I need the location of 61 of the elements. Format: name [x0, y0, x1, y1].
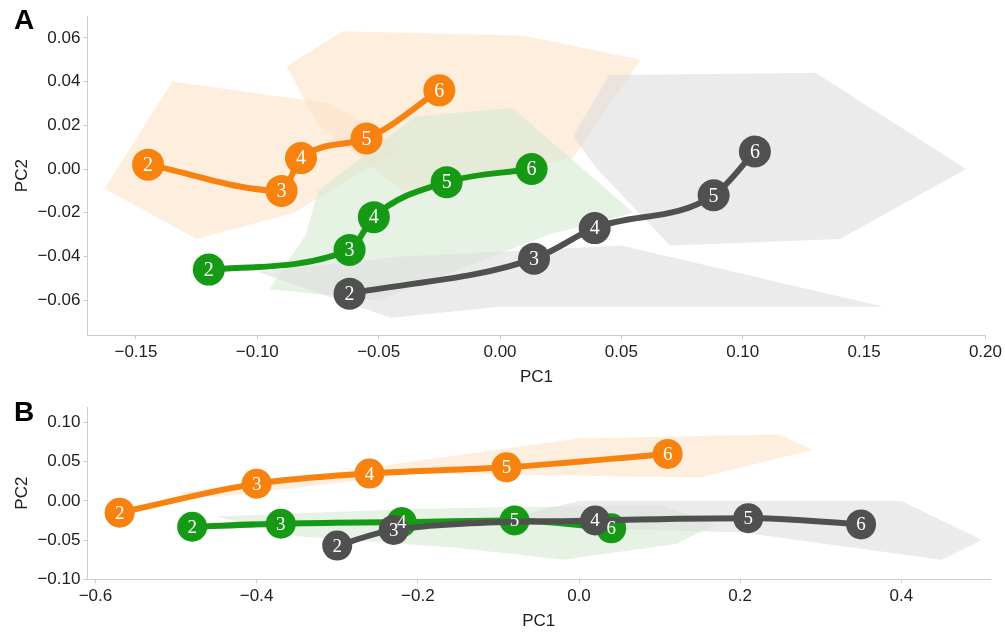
x-tick-label: 0.15 [847, 342, 881, 362]
annotation: 5 [509, 509, 520, 531]
y-tick-label: −0.02 [37, 202, 81, 222]
annotation: 3 [276, 179, 287, 202]
annotation: 5 [361, 126, 372, 149]
x-tick-label: 0.05 [604, 342, 638, 362]
annotation: 6 [526, 157, 537, 180]
annotation: 5 [708, 183, 719, 206]
annotation: 6 [662, 442, 673, 464]
annotation: 5 [743, 507, 753, 529]
annotation: 4 [368, 205, 379, 228]
annotation: 3 [251, 472, 262, 494]
chart-title: A [14, 4, 35, 36]
x-tick-label: 0.0 [567, 586, 591, 606]
x-tick-label: 0.10 [726, 342, 760, 362]
y-tick-label: 0.06 [47, 27, 81, 47]
x-axis-title: PC1 [519, 367, 553, 387]
y-tick-label: 0.00 [47, 490, 81, 510]
annotation: 3 [388, 518, 399, 540]
y-axis-title: PC2 [11, 159, 31, 193]
x-tick-label: −0.4 [239, 586, 274, 606]
x-tick-label: −0.15 [114, 342, 158, 362]
y-tick-label: 0.10 [47, 412, 81, 432]
annotation: 6 [606, 517, 616, 539]
annotation: 3 [276, 512, 286, 534]
annotation: 2 [187, 515, 197, 537]
y-tick-label: 0.04 [47, 71, 81, 91]
annotation: 6 [856, 513, 866, 535]
x-tick-label: −0.6 [78, 586, 113, 606]
annotation: 5 [501, 456, 512, 478]
annotation: 2 [203, 257, 214, 280]
x-tick-label: 0.20 [968, 342, 1002, 362]
x-tick-label: −0.10 [235, 342, 279, 362]
annotation: 4 [590, 509, 601, 531]
y-tick-label: 0.05 [47, 451, 81, 471]
annotation: 2 [114, 501, 125, 523]
x-tick-label: 0.00 [483, 342, 517, 362]
x-axis-title: PC1 [522, 611, 556, 631]
y-tick-label: −0.10 [37, 568, 81, 588]
x-tick-label: 0.4 [889, 586, 914, 606]
y-tick-label: −0.04 [37, 246, 81, 266]
x-tick-label: −0.05 [357, 342, 401, 362]
annotation: 4 [296, 146, 306, 169]
y-tick-label: −0.05 [37, 529, 81, 549]
x-tick-label: 0.2 [728, 586, 752, 606]
x-tick-label: −0.2 [401, 586, 435, 606]
annotation: 2 [143, 152, 154, 175]
annotation: 5 [441, 170, 452, 193]
y-tick-label: 0.02 [47, 115, 81, 134]
chart-title: B [14, 396, 35, 428]
annotation: 3 [529, 246, 540, 269]
annotation: 2 [344, 281, 355, 304]
annotation: 4 [589, 216, 600, 239]
annotation: 3 [344, 238, 355, 261]
annotation: 4 [364, 462, 375, 484]
y-tick-label: −0.06 [37, 289, 81, 309]
y-axis-title: PC2 [11, 476, 31, 510]
annotation: 6 [749, 139, 760, 162]
y-tick-label: 0.00 [47, 158, 81, 178]
annotation: 2 [332, 534, 342, 556]
annotation: 6 [434, 78, 445, 101]
